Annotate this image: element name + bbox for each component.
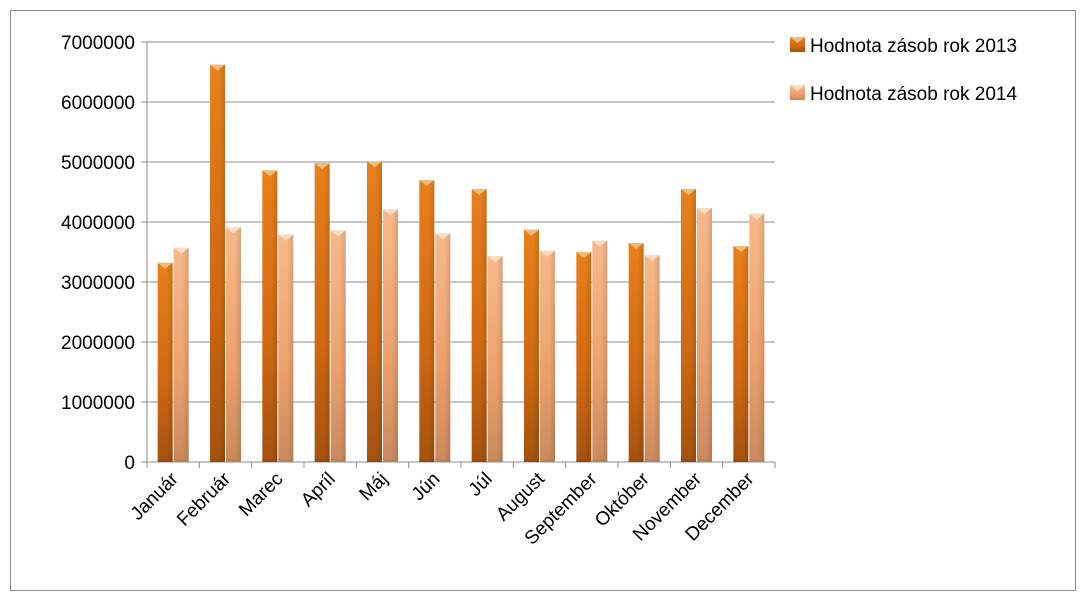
grid-lines — [147, 41, 775, 403]
y-tick-label: 5000000 — [61, 153, 135, 174]
bar-base — [576, 459, 592, 462]
bar-base — [697, 459, 712, 462]
bar-cap — [697, 208, 712, 215]
bar-shade — [690, 189, 696, 462]
y-tick-label: 3000000 — [61, 273, 135, 294]
bar-shade — [271, 170, 278, 462]
x-tick-label: Marec — [235, 469, 287, 521]
bar-cap — [471, 189, 487, 195]
bar-cap — [210, 64, 225, 71]
bar-shade — [428, 180, 435, 462]
bar-cap — [576, 252, 592, 258]
x-tick-label: Júl — [465, 469, 497, 501]
bar-cap — [628, 243, 644, 249]
bar-shade — [549, 250, 555, 462]
bar-cap — [383, 209, 398, 216]
x-tick-label: Apríl — [297, 469, 339, 511]
bar-cap — [524, 229, 539, 236]
legend-swatch — [790, 85, 805, 100]
bar-shade — [287, 234, 294, 462]
bar-base — [540, 459, 555, 462]
bar-base — [487, 459, 503, 462]
bar-base — [471, 459, 487, 462]
bar-cap — [540, 250, 555, 257]
bar-shade — [392, 209, 398, 462]
bar-shade — [235, 227, 241, 462]
bar-shade — [339, 230, 346, 462]
bar-shade — [706, 208, 712, 462]
bar-shade — [480, 189, 487, 462]
bar-base — [330, 459, 346, 462]
bar-base — [157, 459, 173, 462]
bar-cap — [435, 233, 451, 240]
bar-shade — [496, 256, 503, 462]
y-tick-label: 1000000 — [61, 393, 135, 414]
bar-cap — [681, 189, 696, 195]
bar-cap — [262, 170, 278, 177]
bar-shade — [182, 247, 189, 462]
bar-cap — [173, 247, 189, 254]
bar-shade — [601, 240, 608, 462]
bar-base — [749, 459, 765, 462]
bars — [157, 64, 765, 463]
y-tick-label: 4000000 — [61, 213, 135, 234]
bar-base — [262, 459, 278, 462]
bar-base — [419, 459, 435, 462]
bar-shade — [533, 229, 539, 462]
bar-base — [226, 459, 241, 462]
bar-cap — [733, 246, 749, 252]
bar-cap — [157, 262, 173, 269]
legend: Hodnota zásob rok 2013 Hodnota zásob rok … — [790, 36, 1017, 105]
bar-cap — [644, 255, 660, 261]
bar-base — [383, 459, 398, 462]
bar-cap — [419, 180, 435, 186]
y-tick-label: 0 — [124, 453, 135, 474]
bar-shade — [758, 213, 765, 462]
bar-cap — [330, 230, 346, 237]
bar-base — [524, 459, 539, 462]
bar-cap — [592, 240, 608, 247]
bar-shade — [376, 161, 382, 462]
y-tick-label: 2000000 — [61, 333, 135, 354]
y-tick-label: 7000000 — [61, 33, 135, 54]
axes — [141, 41, 776, 468]
bar-base — [435, 459, 451, 462]
bar-cap — [226, 227, 241, 234]
bar-base — [173, 459, 189, 462]
bar-cap — [278, 234, 294, 241]
legend-label: Hodnota zásob rok 2014 — [810, 84, 1017, 105]
x-tick-label: Máj — [356, 469, 393, 506]
bar-base — [314, 459, 330, 462]
bar-shade — [637, 243, 644, 462]
bar-base — [681, 459, 696, 462]
bar-shade — [219, 64, 225, 463]
bar-base — [278, 459, 294, 462]
bar-cap — [367, 161, 382, 168]
bar-base — [367, 459, 382, 462]
bar-base — [210, 459, 225, 462]
bar-shade — [444, 233, 451, 462]
bar-shade — [166, 262, 173, 462]
y-tick-label: 6000000 — [61, 93, 135, 114]
x-tick-label: Jún — [408, 469, 445, 506]
legend-label: Hodnota zásob rok 2013 — [810, 36, 1017, 57]
legend-swatch-cap — [790, 85, 805, 91]
bar-base — [592, 459, 608, 462]
bar-cap — [749, 213, 765, 220]
x-tick-label: Február — [173, 468, 235, 530]
bar-shade — [742, 246, 749, 462]
legend-swatch — [790, 37, 805, 52]
bar-shade — [653, 255, 660, 462]
bar-base — [644, 459, 660, 462]
legend-swatch-cap — [790, 37, 805, 43]
bar-base — [628, 459, 644, 462]
bar-base — [733, 459, 749, 462]
bar-cap — [487, 256, 503, 263]
bar-shade — [323, 163, 330, 462]
bar-shade — [585, 252, 592, 462]
bar-cap — [314, 163, 330, 170]
